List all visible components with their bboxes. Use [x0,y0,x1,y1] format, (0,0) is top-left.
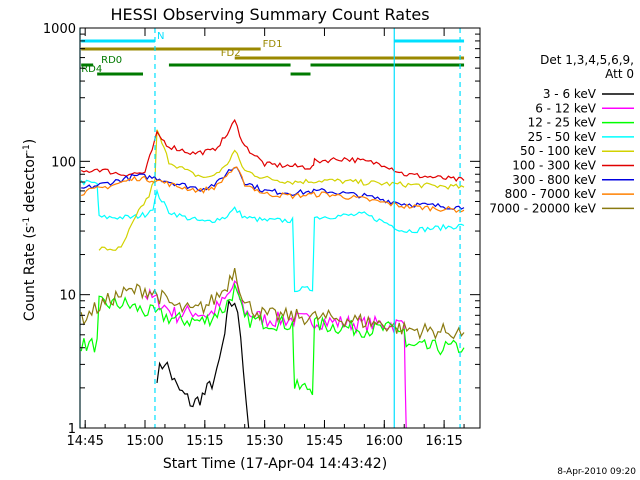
series-lines [80,118,465,429]
y-tick-label-1: 10 [59,289,76,304]
legend-header-line2: Att 0 [605,67,634,81]
y-tick-label-2: 100 [51,155,76,170]
x-tick-label-3: 15:30 [246,434,283,449]
x-tick-label-0: 14:45 [66,434,103,449]
series-line-0 [156,299,250,429]
series-line-6 [81,166,465,211]
series-line-1 [144,279,407,429]
y-tick-label-3: 1000 [43,22,76,37]
flag-label-rd0: RD0 [101,55,122,66]
series-line-7 [81,166,465,214]
series-line-2 [80,282,465,396]
flag-label-rd4: RD4 [81,64,102,75]
chart-title: HESSI Observing Summary Count Rates [110,5,429,24]
series-line-8 [80,267,465,340]
series-line-4 [98,129,465,251]
y-axis-label: Count Rate (s-1 detector-1) [22,139,38,321]
y-tick-label-0: 1 [68,422,76,437]
footer-date: 8-Apr-2010 09:20 [557,467,636,477]
legend-label-6: 300 - 800 keV [512,173,596,187]
x-tick-label-4: 15:45 [306,434,343,449]
legend-label-3: 25 - 50 keV [528,130,597,144]
legend-header-line1: Det 1,3,4,5,6,9, [540,53,634,67]
flag-label-fd1: FD1 [263,39,283,50]
plot-frame [79,27,481,429]
legend-label-7: 800 - 7000 keV [505,187,597,201]
x-tick-label-6: 16:15 [425,434,462,449]
x-tick-label-5: 16:00 [366,434,403,449]
legend-label-8: 7000 - 20000 keV [489,201,596,215]
legend-label-5: 100 - 300 keV [512,159,596,173]
flag-label-fd2: FD2 [221,48,241,59]
series-line-3 [80,179,465,293]
flag-label-n: N [157,31,164,42]
legend-label-4: 50 - 100 keV [520,144,597,158]
x-axis-label: Start Time (17-Apr-04 14:43:42) [163,456,387,472]
legend-label-2: 12 - 25 keV [528,116,597,130]
x-tick-label-1: 15:00 [126,434,163,449]
legend-label-1: 6 - 12 keV [535,101,597,115]
reference-lines [79,28,461,428]
axes: 14:45 15:00 15:15 15:30 15:45 16:00 16:15 1 10 10… [43,22,481,449]
series-line-5 [80,118,465,183]
legend-label-0: 3 - 6 keV [543,87,597,101]
x-tick-label-2: 15:15 [186,434,223,449]
